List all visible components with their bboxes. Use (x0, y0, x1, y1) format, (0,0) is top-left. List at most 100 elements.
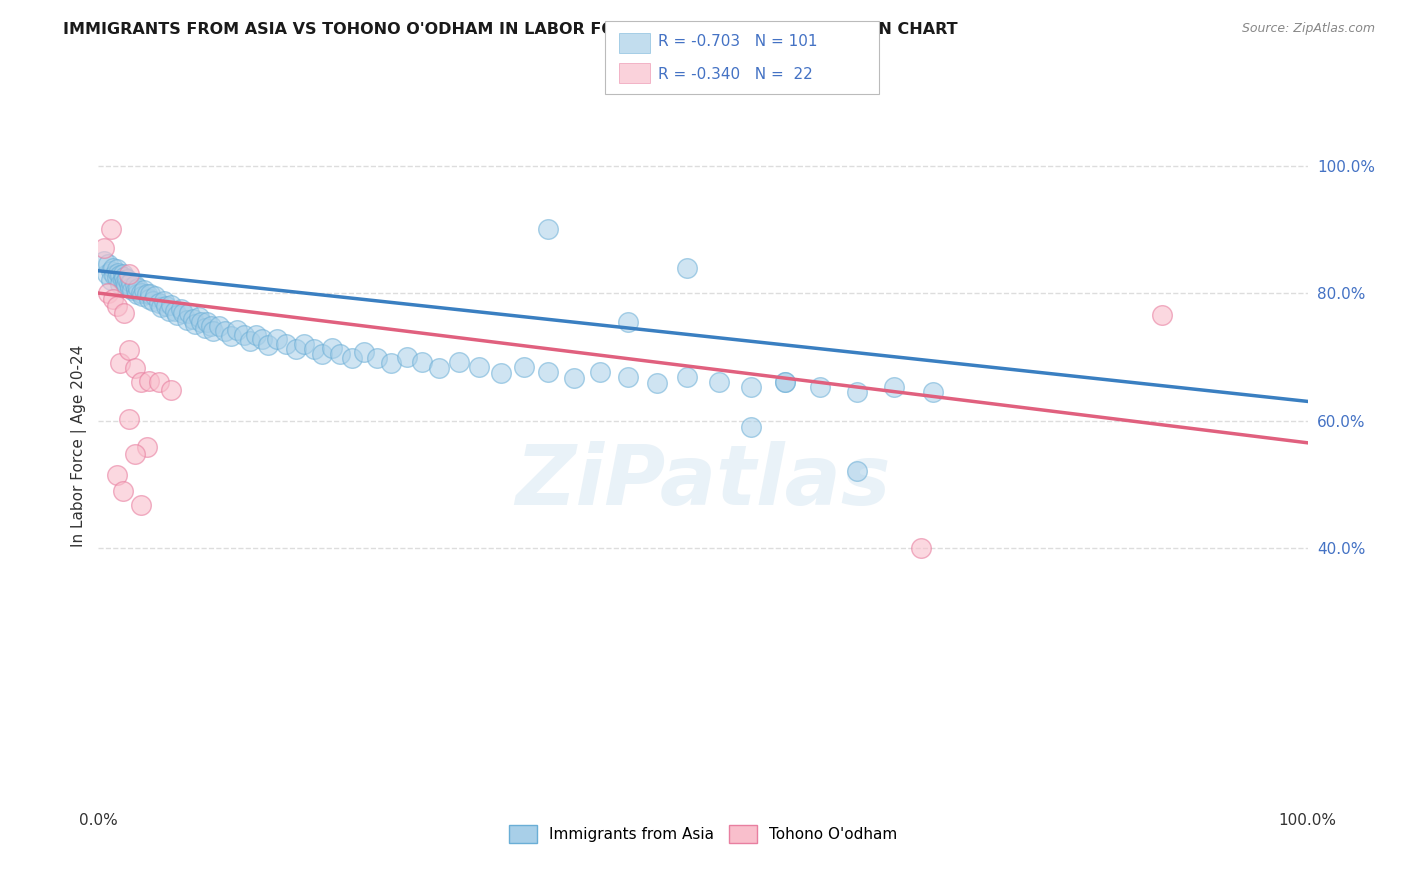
Point (274, 337, 297, 351)
Point (138, 374, 160, 388)
Point (245, 327, 267, 342)
Point (97, 257, 120, 271)
Point (200, 319, 222, 334)
Point (100, 264, 122, 278)
Point (131, 289, 153, 303)
Text: Source: ZipAtlas.com: Source: ZipAtlas.com (1241, 22, 1375, 36)
Point (707, 376, 730, 390)
Point (342, 351, 364, 365)
Point (617, 370, 640, 384)
Point (100, 222, 122, 236)
Point (187, 310, 209, 325)
Point (214, 324, 236, 338)
Point (108, 277, 131, 291)
Point (142, 293, 165, 308)
Point (93, 242, 115, 256)
Point (143, 289, 166, 303)
Point (429, 361, 451, 376)
Point (166, 309, 188, 323)
Point (513, 359, 536, 374)
Legend: Immigrants from Asia, Tohono O'odham: Immigrants from Asia, Tohono O'odham (503, 819, 903, 848)
Point (256, 338, 278, 352)
Point (135, 287, 157, 301)
Point (139, 287, 162, 301)
Point (537, 365, 560, 379)
Point (845, 465, 868, 479)
Point (226, 323, 249, 337)
Point (138, 293, 160, 307)
Point (105, 261, 128, 276)
Point (114, 275, 136, 289)
Point (380, 356, 402, 370)
Point (97, 286, 120, 301)
Point (105, 467, 128, 482)
Point (676, 260, 699, 275)
Point (155, 299, 177, 313)
Point (676, 370, 699, 384)
Point (129, 286, 152, 301)
Point (107, 266, 129, 280)
Point (208, 319, 231, 334)
Point (124, 278, 146, 293)
Point (1152, 309, 1174, 323)
Point (292, 337, 315, 351)
Text: R = -0.703   N = 101: R = -0.703 N = 101 (658, 35, 817, 49)
Point (101, 293, 124, 307)
Point (250, 332, 273, 346)
Point (93, 254, 115, 268)
Point (124, 447, 146, 461)
Point (239, 334, 262, 348)
Point (111, 267, 134, 281)
Point (108, 268, 131, 283)
Point (645, 376, 668, 390)
Point (96, 267, 118, 281)
Point (284, 342, 307, 356)
Point (353, 345, 375, 359)
Point (124, 361, 146, 376)
Point (163, 304, 186, 318)
Point (105, 299, 128, 313)
Point (773, 376, 796, 390)
Point (195, 315, 218, 329)
Point (181, 311, 204, 326)
Point (562, 371, 585, 385)
Point (411, 355, 433, 369)
Point (172, 306, 194, 320)
Point (395, 350, 418, 364)
Point (103, 268, 125, 283)
Point (740, 420, 762, 434)
Point (617, 315, 640, 329)
Point (129, 376, 152, 390)
Point (160, 383, 183, 397)
Point (845, 385, 868, 400)
Point (447, 355, 470, 369)
Point (127, 287, 149, 301)
Point (125, 283, 148, 297)
Point (311, 346, 333, 360)
Point (111, 273, 134, 287)
Point (808, 380, 831, 394)
Point (589, 365, 612, 379)
Point (118, 277, 141, 291)
Point (150, 300, 173, 314)
Point (202, 324, 225, 338)
Point (105, 270, 128, 285)
Point (118, 412, 141, 426)
Point (232, 327, 254, 342)
Point (176, 313, 198, 327)
Point (221, 329, 243, 343)
Point (111, 483, 134, 498)
Point (115, 278, 138, 293)
Text: ZiPatlas: ZiPatlas (515, 442, 891, 522)
Point (329, 346, 352, 360)
Point (302, 342, 325, 356)
Point (537, 222, 560, 236)
Point (118, 281, 141, 295)
Point (266, 332, 288, 346)
Point (148, 376, 170, 390)
Point (740, 380, 762, 394)
Point (101, 260, 124, 275)
Point (117, 272, 139, 286)
Point (108, 356, 131, 370)
Point (148, 295, 170, 310)
